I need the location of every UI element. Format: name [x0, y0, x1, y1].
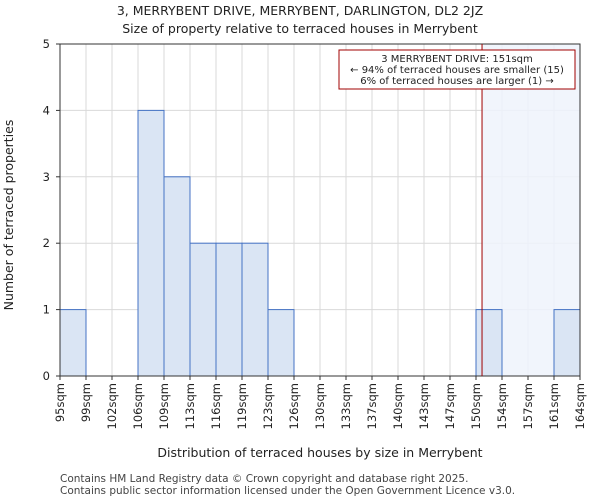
annotation-box: 3 MERRYBENT DRIVE: 151sqm ← 94% of terra… [338, 49, 576, 90]
bar-150sqm [475, 309, 503, 377]
x-tick-label: 102sqm [105, 383, 119, 429]
footer-line-1: Contains HM Land Registry data © Crown c… [60, 473, 468, 485]
y-tick-label: 0 [43, 369, 50, 383]
x-tick-label: 123sqm [261, 383, 275, 429]
bar-119sqm [241, 242, 269, 377]
footer-line-2: Contains public sector information licen… [60, 485, 515, 497]
x-tick-label: 116sqm [209, 383, 223, 429]
y-tick-label: 2 [43, 236, 50, 250]
x-tick-label: 99sqm [79, 383, 93, 422]
x-tick-label: 113sqm [183, 383, 197, 429]
chart-title: 3, MERRYBENT DRIVE, MERRYBENT, DARLINGTO… [117, 3, 483, 18]
bar-95sqm [59, 309, 87, 377]
bar-123sqm [267, 309, 295, 377]
y-tick-label: 3 [43, 170, 50, 184]
bar-161sqm [553, 309, 581, 377]
x-tick-label: 95sqm [53, 383, 67, 422]
x-tick-label: 126sqm [287, 383, 301, 429]
annotation-line-3: 6% of terraced houses are larger (1) → [360, 76, 554, 87]
x-tick-label: 143sqm [417, 383, 431, 429]
x-tick-label: 154sqm [495, 383, 509, 429]
y-tick-label: 5 [43, 37, 50, 51]
x-tick-label: 137sqm [365, 383, 379, 429]
x-tick-label: 157sqm [521, 383, 535, 429]
bars [59, 109, 581, 377]
bar-116sqm [215, 242, 243, 377]
annotation-line-1: 3 MERRYBENT DRIVE: 151sqm [381, 54, 533, 65]
x-tick-label: 109sqm [157, 383, 171, 429]
y-axis-label: Number of terraced properties [1, 120, 16, 311]
x-tick-label: 140sqm [391, 383, 405, 429]
x-tick-label: 106sqm [131, 383, 145, 429]
x-tick-label: 164sqm [573, 383, 587, 429]
bar-109sqm [163, 176, 191, 377]
x-axis-label: Distribution of terraced houses by size … [157, 445, 482, 460]
x-axis-ticks: 95sqm 99sqm 102sqm 106sqm 109sqm 113sqm 116sqm… [53, 376, 587, 429]
x-tick-label: 119sqm [235, 383, 249, 429]
bar-106sqm [137, 109, 165, 377]
x-tick-label: 133sqm [339, 383, 353, 429]
y-tick-label: 4 [43, 103, 50, 117]
annotation-line-2: ← 94% of terraced houses are smaller (15… [350, 65, 564, 76]
x-tick-label: 161sqm [547, 383, 561, 429]
chart-subtitle: Size of property relative to terraced ho… [122, 21, 478, 36]
x-tick-label: 130sqm [313, 383, 327, 429]
bar-113sqm [189, 242, 217, 377]
x-tick-label: 150sqm [469, 383, 483, 429]
y-tick-label: 1 [43, 303, 50, 317]
x-tick-label: 147sqm [443, 383, 457, 429]
y-axis-ticks: 0 1 2 3 4 5 [43, 37, 60, 383]
